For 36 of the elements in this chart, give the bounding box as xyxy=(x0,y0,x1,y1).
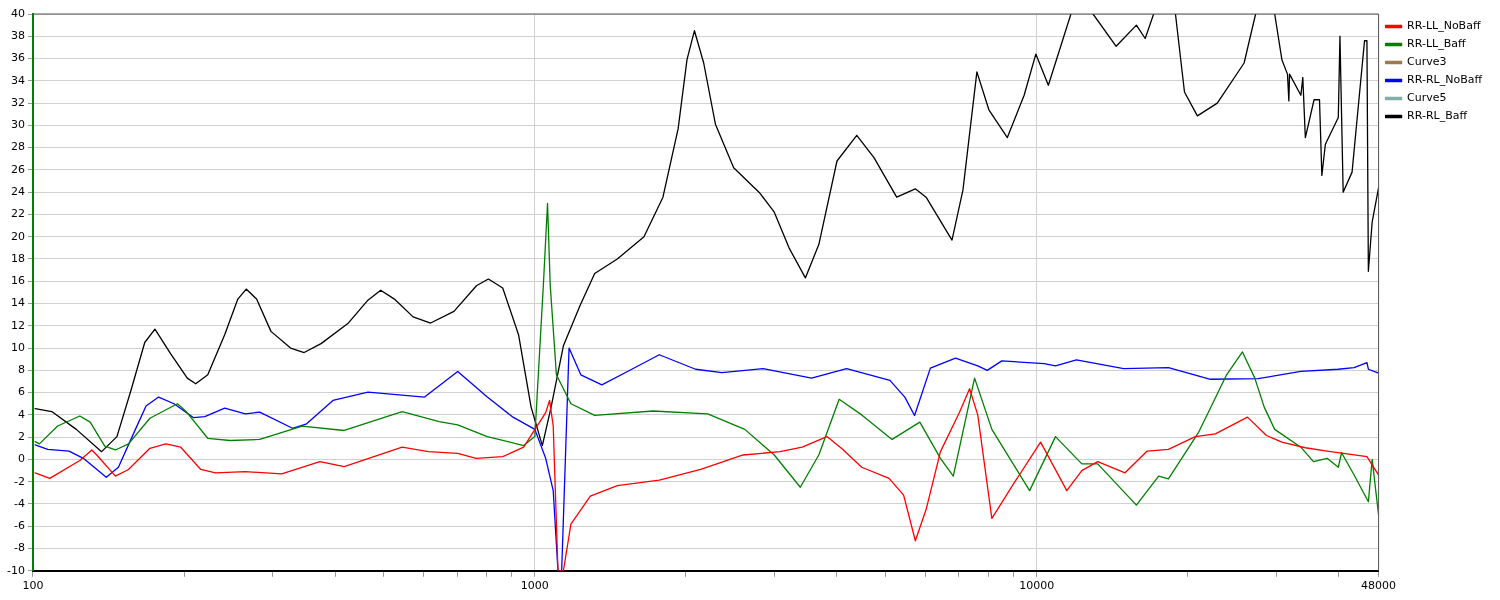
y-tick-label: 4 xyxy=(17,407,25,421)
legend-label: RR-LL_Baff xyxy=(1407,37,1466,51)
x-tick-label: 10000 xyxy=(1019,579,1055,593)
y-tick-label: 20 xyxy=(10,229,25,243)
legend-label: RR-RL_Baff xyxy=(1407,109,1468,123)
y-tick-label: 6 xyxy=(17,385,25,399)
y-tick-label: 14 xyxy=(10,296,25,310)
y-tick-label: 38 xyxy=(10,29,25,43)
y-tick-label: 32 xyxy=(10,95,25,109)
y-tick-label: 16 xyxy=(10,274,25,288)
legend-label: Curve3 xyxy=(1407,55,1447,69)
y-tick-label: -6 xyxy=(14,519,25,533)
x-tick-label: 48000 xyxy=(1361,579,1397,593)
y-tick-label: 2 xyxy=(17,430,25,444)
y-tick-label: 24 xyxy=(10,185,25,199)
x-tick-label: 1000 xyxy=(520,579,549,593)
legend-label: RR-LL_NoBaff xyxy=(1407,19,1481,33)
y-tick-label: 0 xyxy=(17,452,25,466)
y-tick-label: 22 xyxy=(10,207,25,221)
y-tick-label: 40 xyxy=(10,6,25,20)
y-tick-label: 18 xyxy=(10,251,25,265)
y-tick-label: 8 xyxy=(17,363,25,377)
y-tick-label: 30 xyxy=(10,118,25,132)
y-tick-label: 34 xyxy=(10,73,25,87)
y-tick-label: -4 xyxy=(14,496,25,510)
legend-label: RR-RL_NoBaff xyxy=(1407,73,1483,87)
x-tick-label: 100 xyxy=(22,579,44,593)
y-tick-label: -2 xyxy=(14,474,25,488)
y-tick-label: -10 xyxy=(7,563,25,577)
y-tick-label: -8 xyxy=(14,541,25,555)
y-tick-label: 10 xyxy=(10,340,25,354)
y-tick-label: 36 xyxy=(10,51,25,65)
y-tick-label: 12 xyxy=(10,318,25,332)
y-tick-label: 26 xyxy=(10,162,25,176)
y-tick-label: 28 xyxy=(10,140,25,154)
legend-label: Curve5 xyxy=(1407,91,1447,105)
